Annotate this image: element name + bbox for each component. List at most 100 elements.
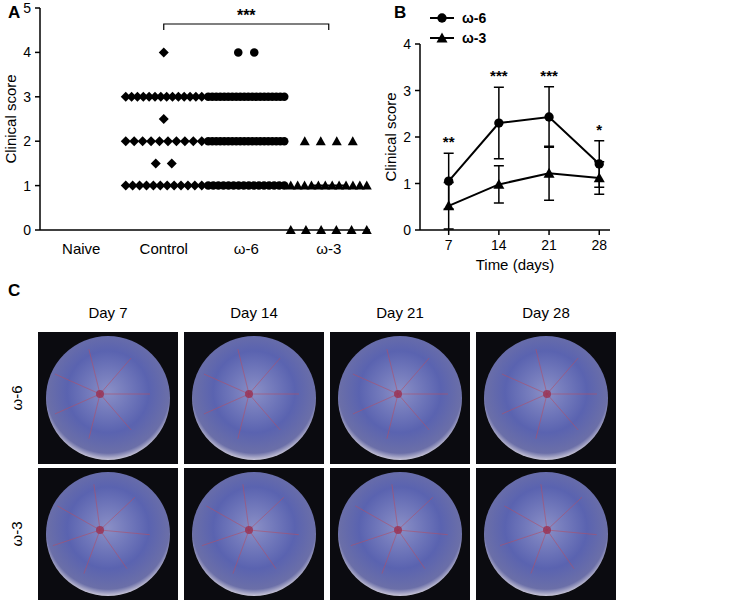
significance-label: *** bbox=[540, 67, 558, 84]
fundus-image bbox=[476, 332, 616, 464]
vessel bbox=[387, 394, 398, 439]
y-tick-label: 3 bbox=[23, 89, 31, 105]
y-tick-label: 4 bbox=[23, 44, 31, 60]
vessel bbox=[249, 497, 284, 530]
error-bar bbox=[494, 87, 504, 159]
vessel bbox=[249, 394, 280, 430]
vessel bbox=[53, 530, 100, 546]
vessel bbox=[382, 530, 398, 574]
image-frame bbox=[38, 332, 178, 464]
y-tick-label: 3 bbox=[403, 83, 411, 99]
vessel bbox=[100, 394, 131, 430]
vessel bbox=[233, 530, 249, 574]
vessel bbox=[536, 394, 547, 439]
vessel bbox=[502, 394, 547, 414]
panel-b: BClinical scoreTime (days)012347142128**… bbox=[382, 3, 610, 273]
vessel bbox=[100, 530, 127, 569]
series-point bbox=[493, 179, 504, 189]
vessel bbox=[547, 497, 582, 530]
y-tick-label: 1 bbox=[403, 176, 411, 192]
dot bbox=[332, 136, 342, 145]
error-bar bbox=[494, 166, 504, 203]
panel-c: CDay 7Day 14Day 21Day 28ω-6ω-3 bbox=[8, 281, 616, 600]
y-tick-label: 1 bbox=[23, 178, 31, 194]
x-tick bbox=[548, 230, 550, 235]
vessel bbox=[398, 358, 429, 394]
column-label: Day 28 bbox=[522, 304, 570, 321]
y-tick bbox=[35, 96, 40, 98]
vessel bbox=[100, 358, 131, 394]
dot bbox=[316, 225, 326, 234]
vessel bbox=[202, 530, 249, 546]
vessel bbox=[249, 358, 280, 394]
vessel bbox=[398, 497, 433, 530]
vessel bbox=[57, 506, 100, 530]
error-bar bbox=[544, 87, 554, 147]
significance-label: * bbox=[596, 121, 602, 138]
vessel bbox=[351, 530, 398, 546]
column-label: Day 14 bbox=[230, 304, 278, 321]
series-line bbox=[449, 173, 600, 206]
category-label: Naive bbox=[62, 240, 100, 257]
series-point bbox=[544, 112, 553, 121]
series-point bbox=[443, 200, 454, 210]
vessel bbox=[531, 530, 547, 574]
vessel bbox=[249, 394, 299, 395]
column-label: Day 21 bbox=[376, 304, 424, 321]
fundus bbox=[338, 336, 462, 460]
y-tick bbox=[415, 183, 420, 185]
dot bbox=[167, 158, 177, 168]
fundus-image bbox=[330, 332, 470, 464]
optic-disc bbox=[394, 526, 402, 534]
category-label: Control bbox=[140, 240, 188, 257]
x-tick-label: 7 bbox=[445, 237, 453, 253]
fundus bbox=[484, 336, 608, 460]
error-bar bbox=[444, 183, 454, 230]
figure: AClinical score012345NaiveControlω-6ω-3*… bbox=[0, 0, 730, 604]
fundus-image bbox=[330, 468, 470, 600]
y-tick bbox=[35, 185, 40, 187]
error-bar bbox=[544, 146, 554, 200]
dot bbox=[250, 48, 259, 57]
y-axis bbox=[39, 8, 41, 230]
dot bbox=[301, 225, 311, 234]
vessel bbox=[355, 506, 398, 530]
image-frame bbox=[476, 332, 616, 464]
vessel bbox=[500, 530, 547, 546]
vessel bbox=[206, 506, 249, 530]
vessel bbox=[100, 394, 150, 395]
panel-label: C bbox=[8, 281, 20, 300]
significance-label: ** bbox=[443, 133, 455, 150]
image-frame bbox=[330, 468, 470, 600]
vessel bbox=[204, 394, 249, 414]
x-axis-label: Time (days) bbox=[476, 256, 555, 273]
series-point bbox=[494, 118, 503, 127]
vessel bbox=[94, 484, 100, 530]
y-tick bbox=[415, 136, 420, 138]
vessel bbox=[547, 394, 578, 430]
vessel bbox=[55, 374, 100, 394]
column-label: Day 7 bbox=[88, 304, 127, 321]
x-tick-label: 21 bbox=[541, 237, 557, 253]
fundus bbox=[192, 336, 316, 460]
y-tick bbox=[35, 140, 40, 142]
dot bbox=[300, 136, 310, 145]
y-tick bbox=[35, 229, 40, 231]
category-label: ω-3 bbox=[316, 240, 341, 257]
legend-label: ω-3 bbox=[462, 30, 486, 46]
vessel bbox=[502, 374, 547, 394]
y-tick-label: 4 bbox=[403, 36, 411, 52]
x-tick bbox=[498, 230, 500, 235]
dot bbox=[362, 225, 372, 234]
vessel bbox=[547, 530, 597, 535]
optic-disc bbox=[394, 390, 402, 398]
legend-marker bbox=[437, 33, 448, 43]
vessel bbox=[89, 349, 100, 394]
y-tick-label: 2 bbox=[403, 129, 411, 145]
category-label: ω-6 bbox=[234, 240, 259, 257]
fundus-image bbox=[38, 332, 178, 464]
image-frame bbox=[38, 468, 178, 600]
vessel bbox=[398, 394, 448, 395]
dot bbox=[331, 225, 341, 234]
significance-label: *** bbox=[237, 7, 256, 24]
